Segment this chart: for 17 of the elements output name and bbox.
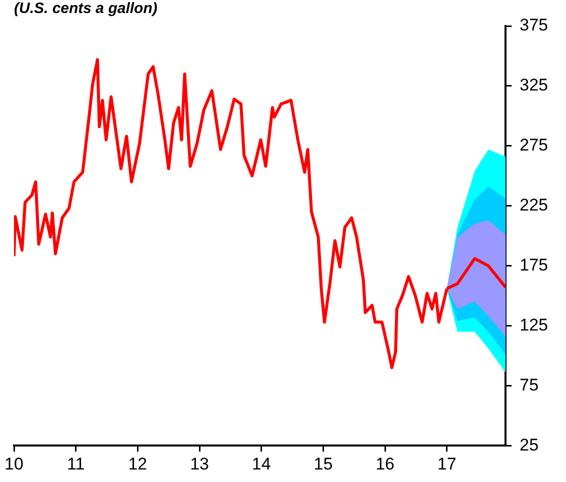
x-tick-label: 11 <box>67 454 85 474</box>
x-tick-label: 15 <box>314 454 333 474</box>
y-tick-label: 125 <box>520 315 548 334</box>
y-tick-label: 175 <box>520 255 548 274</box>
x-tick-label: 17 <box>437 454 456 474</box>
x-tick-label: 12 <box>128 454 148 474</box>
x-tick-label: 10 <box>4 454 24 474</box>
y-tick-label: 75 <box>520 375 539 394</box>
y-tick-label: 375 <box>520 16 548 35</box>
chart-title: (U.S. cents a gallon) <box>14 0 158 18</box>
x-tick-label: 16 <box>376 454 395 474</box>
y-tick-label: 25 <box>520 435 539 454</box>
y-tick-label: 275 <box>520 136 548 155</box>
y-tick-label: 225 <box>520 196 548 215</box>
x-tick-label: 13 <box>190 454 209 474</box>
x-tick-label: 14 <box>252 454 271 474</box>
y-tick-label: 325 <box>520 76 548 95</box>
